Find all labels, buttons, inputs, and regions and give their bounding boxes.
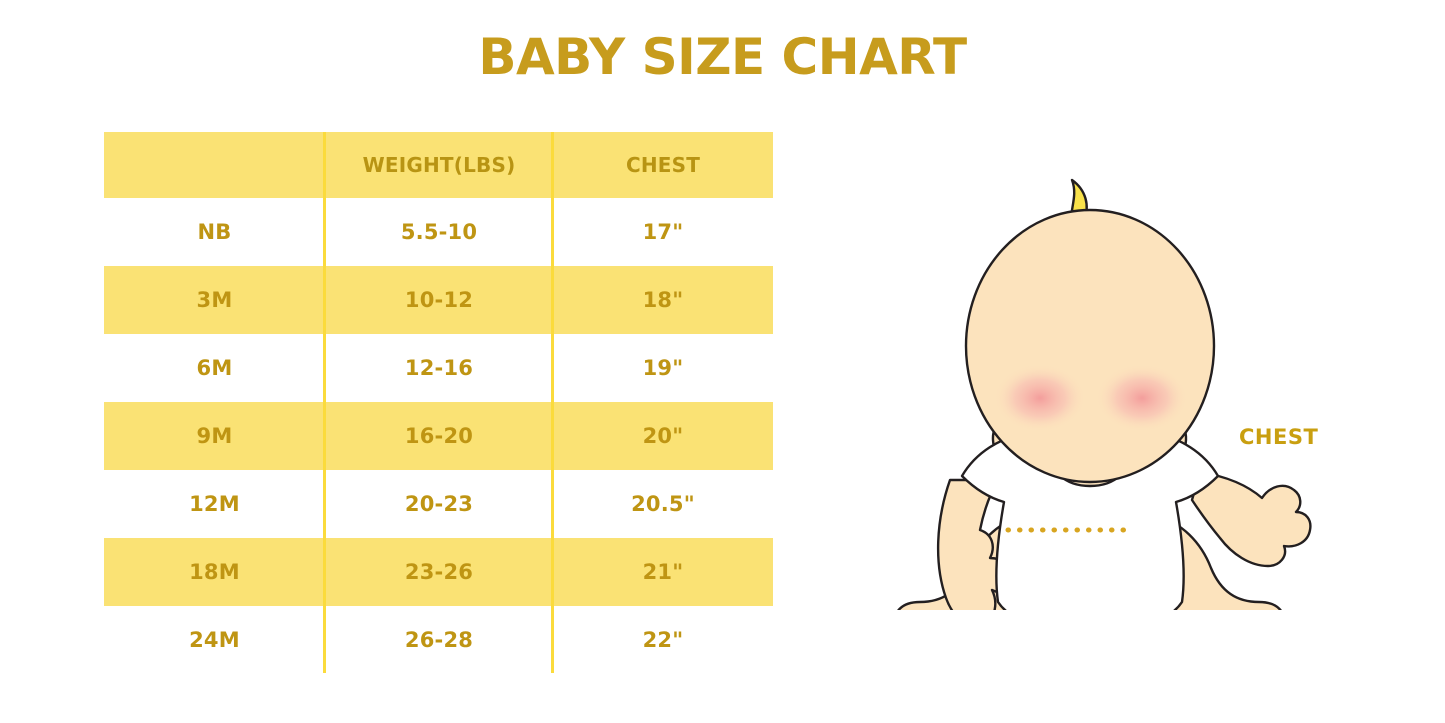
size-cell: 6M <box>104 334 325 402</box>
right-cheek <box>1096 364 1188 432</box>
table-row: 24M 26-28 22" <box>104 606 773 674</box>
right-arm <box>1190 470 1312 568</box>
left-cheek <box>994 364 1086 432</box>
weight-cell: 20-23 <box>325 470 553 538</box>
column-header-size <box>104 132 325 198</box>
chest-cell: 20" <box>553 402 773 470</box>
weight-cell: 16-20 <box>325 402 553 470</box>
chest-cell: 17" <box>553 198 773 266</box>
column-divider-2 <box>551 132 554 673</box>
table-row: 18M 23-26 21" <box>104 538 773 606</box>
page-title: BABY SIZE CHART <box>478 28 967 86</box>
column-header-weight: WEIGHT(LBS) <box>325 132 553 198</box>
chest-cell: 21" <box>553 538 773 606</box>
table-header: WEIGHT(LBS) CHEST <box>104 132 773 198</box>
table-row: 6M 12-16 19" <box>104 334 773 402</box>
table-row: 9M 16-20 20" <box>104 402 773 470</box>
size-cell: 24M <box>104 606 325 674</box>
size-cell: 18M <box>104 538 325 606</box>
size-cell: 12M <box>104 470 325 538</box>
table-row: 3M 10-12 18" <box>104 266 773 334</box>
column-header-chest: CHEST <box>553 132 773 198</box>
size-cell: 9M <box>104 402 325 470</box>
table-row: 12M 20-23 20.5" <box>104 470 773 538</box>
table-body: NB 5.5-10 17" 3M 10-12 18" 6M 12-16 19" 9M 16-20 20… <box>104 198 773 674</box>
weight-cell: 26-28 <box>325 606 553 674</box>
size-cell: NB <box>104 198 325 266</box>
chest-cell: 19" <box>553 334 773 402</box>
size-cell: 3M <box>104 266 325 334</box>
chest-cell: 20.5" <box>553 470 773 538</box>
head <box>964 208 1216 484</box>
weight-cell: 5.5-10 <box>325 198 553 266</box>
chest-measurement-label: CHEST <box>1239 425 1319 449</box>
chest-cell: 18" <box>553 266 773 334</box>
weight-cell: 12-16 <box>325 334 553 402</box>
size-chart-table: WEIGHT(LBS) CHEST NB 5.5-10 17" 3M 10-12 18" 6… <box>104 132 773 674</box>
baby-illustration <box>897 178 1312 610</box>
header-row: WEIGHT(LBS) CHEST <box>104 132 773 198</box>
weight-cell: 10-12 <box>325 266 553 334</box>
weight-cell: 23-26 <box>325 538 553 606</box>
column-divider-1 <box>323 132 326 673</box>
table-row: NB 5.5-10 17" <box>104 198 773 266</box>
chest-cell: 22" <box>553 606 773 674</box>
